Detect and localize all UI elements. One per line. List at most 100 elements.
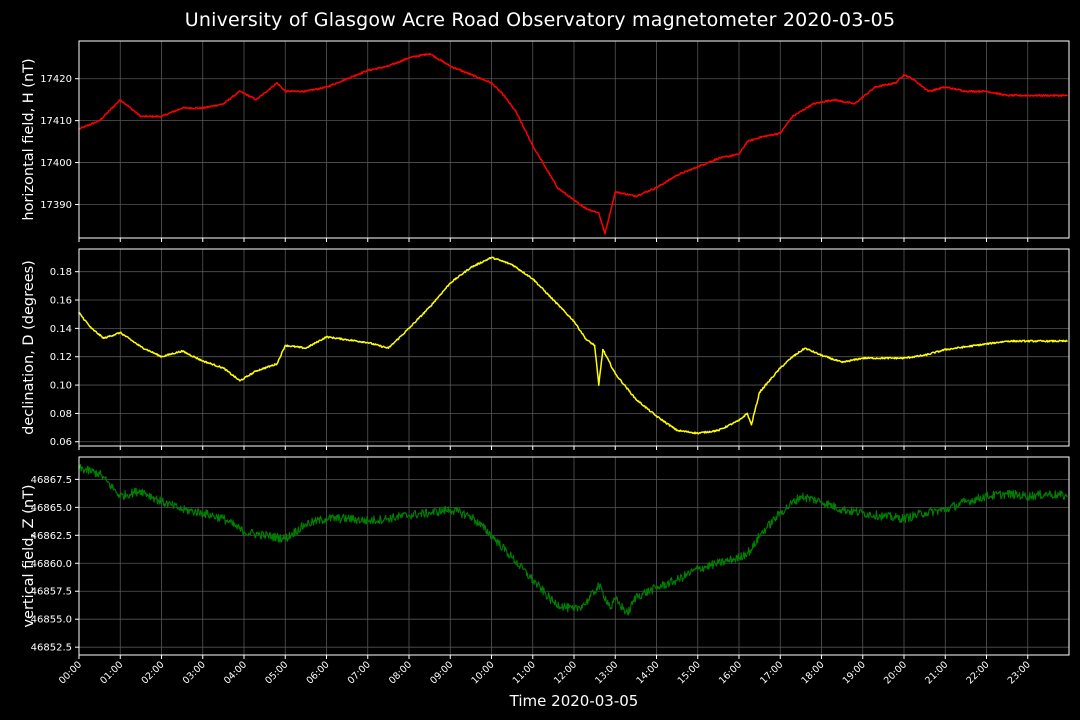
data-point [573, 199, 575, 202]
data-point [531, 277, 534, 280]
data-point [408, 327, 410, 330]
data-point [181, 107, 183, 109]
data-point [102, 337, 105, 340]
data-point [779, 132, 782, 135]
data-point [325, 336, 328, 338]
y-tick-label: 46857.5 [31, 587, 72, 598]
x-tick-label: 11:00 [511, 659, 538, 686]
data-point [490, 534, 493, 537]
y-axis-label: vertical field, Z (nT) [21, 484, 37, 627]
data-point [90, 327, 93, 330]
x-tick-label: 04:00 [222, 659, 249, 686]
x-tick-label: 21:00 [923, 659, 950, 686]
data-point [222, 103, 225, 105]
data-point [676, 174, 678, 176]
data-point [861, 357, 864, 359]
data-point [305, 347, 307, 350]
data-point [626, 612, 629, 615]
x-tick-label: 22:00 [964, 659, 991, 686]
data-point [635, 596, 637, 598]
data-point [181, 350, 183, 352]
y-tick-label: 46860.0 [31, 559, 72, 570]
y-tick-label: 17390 [40, 200, 72, 211]
data-point [965, 345, 967, 348]
data-point [140, 489, 142, 492]
data-point [552, 299, 555, 301]
data-point [585, 207, 588, 210]
data-point [746, 412, 749, 415]
x-tick-label: 19:00 [841, 659, 868, 686]
data-point [965, 90, 967, 93]
data-point [305, 90, 307, 93]
data-point [239, 380, 241, 382]
data-point [894, 82, 897, 84]
data-point [1026, 94, 1029, 97]
data-point [346, 517, 348, 520]
data-point [1047, 340, 1050, 342]
data-point [552, 601, 555, 604]
data-point [255, 370, 258, 372]
data-point [1006, 493, 1008, 495]
data-point [181, 508, 183, 511]
y-tick-label: 46852.5 [31, 643, 72, 654]
data-point [861, 512, 864, 514]
data-point [911, 77, 914, 80]
data-point [573, 609, 575, 612]
data-point [923, 512, 926, 514]
y-tick-label: 46862.5 [31, 531, 72, 542]
data-point [610, 607, 612, 609]
data-point [98, 119, 101, 122]
data-point [515, 111, 518, 114]
data-point [602, 348, 604, 351]
data-point [758, 391, 761, 393]
data-point [490, 256, 493, 259]
data-point [140, 345, 142, 348]
x-tick-label: 15:00 [676, 659, 703, 686]
data-point [201, 512, 204, 514]
data-point [738, 419, 740, 422]
data-point [408, 514, 410, 516]
data-point [746, 140, 749, 143]
data-point [263, 534, 266, 537]
data-point [779, 512, 782, 514]
data-point [470, 515, 472, 518]
data-point [965, 500, 967, 503]
y-tick-label: 17420 [40, 74, 72, 85]
data-point [490, 82, 493, 84]
data-point [428, 52, 431, 55]
x-tick-label: 05:00 [263, 659, 290, 686]
data-point [717, 157, 720, 160]
data-point [614, 372, 617, 375]
data-point [531, 144, 534, 147]
data-point [366, 69, 369, 72]
data-point [597, 384, 600, 386]
data-point [614, 598, 617, 600]
data-point [119, 98, 122, 101]
x-tick-label: 01:00 [98, 659, 125, 686]
data-point [791, 355, 794, 358]
data-point [276, 82, 278, 84]
data-point [985, 90, 988, 93]
x-tick-label: 12:00 [552, 659, 579, 686]
data-point [284, 90, 287, 93]
y-tick-label: 46867.5 [31, 475, 72, 486]
data-point [655, 186, 658, 189]
series-line [78, 463, 1068, 616]
data-point [750, 549, 753, 551]
data-point [593, 344, 596, 347]
data-point [1006, 94, 1008, 97]
y-tick-label: 17410 [40, 116, 72, 127]
data-point [585, 338, 588, 341]
data-point [346, 338, 348, 341]
data-point [779, 367, 782, 369]
data-point [696, 432, 699, 435]
data-point [944, 348, 947, 351]
x-tick-label: 09:00 [428, 659, 455, 686]
x-tick-label: 00:00 [57, 659, 84, 686]
y-axis-label: declination, D (degrees) [21, 260, 37, 435]
y-tick-label: 0.06 [50, 437, 72, 448]
data-point [387, 347, 390, 350]
x-tick-label: 16:00 [717, 659, 744, 686]
data-point [1047, 94, 1050, 97]
x-tick-label: 13:00 [593, 659, 620, 686]
